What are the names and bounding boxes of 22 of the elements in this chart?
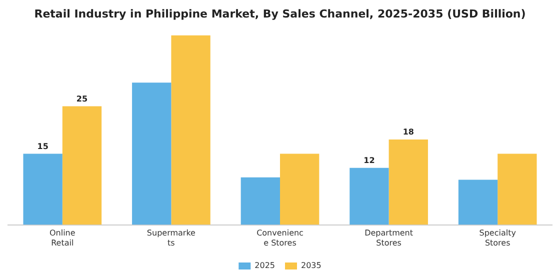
- x-tick-label: Supermarkets: [146, 228, 196, 248]
- x-tick-label: Convenience Stores: [256, 228, 304, 248]
- legend-label: 2025: [254, 261, 275, 270]
- x-tick-label: Online Retail: [49, 228, 76, 248]
- bar: [458, 180, 498, 225]
- bar: [350, 168, 389, 225]
- bar: [498, 154, 537, 225]
- legend-label: 2035: [301, 261, 322, 270]
- bar: [23, 154, 62, 225]
- bar: [388, 139, 428, 225]
- bar: [240, 177, 280, 225]
- x-tick-label: Specialty Stores: [479, 228, 516, 248]
- data-label: 18: [402, 128, 414, 137]
- data-label: 15: [37, 142, 49, 151]
- bar: [171, 35, 210, 225]
- bar: [62, 106, 102, 225]
- bar: [132, 82, 172, 225]
- bar: [280, 154, 320, 225]
- chart-title: Retail Industry in Philippine Market, By Sales Channel, 2025-2035 (USD Billion): [34, 7, 526, 20]
- data-label: 25: [76, 94, 88, 104]
- x-tick-label: Department Stores: [364, 228, 414, 248]
- data-label: 12: [364, 156, 375, 165]
